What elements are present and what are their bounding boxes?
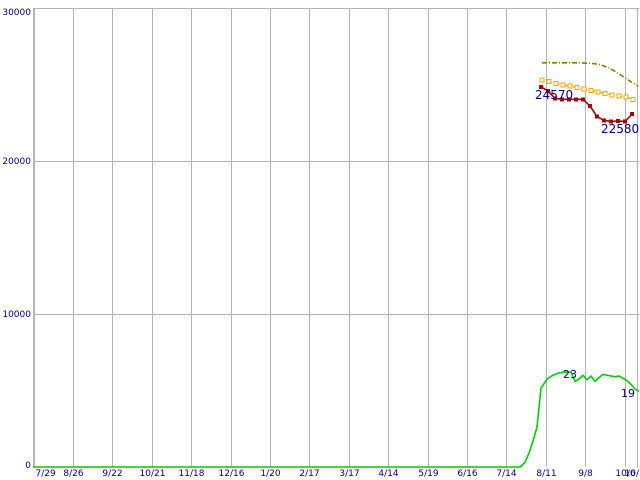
data-point-marker <box>553 80 559 86</box>
data-point-marker <box>560 82 566 88</box>
x-tick-label: 6/16 <box>457 469 477 479</box>
x-tick-label: 7/29 <box>36 469 56 479</box>
series-olive <box>542 62 639 87</box>
x-tick-label: 9/8 <box>578 469 593 479</box>
data-point-marker <box>616 118 620 123</box>
x-tick-label: 11/18 <box>179 469 205 479</box>
data-point-marker <box>602 90 608 96</box>
data-point-marker <box>609 92 615 98</box>
data-point-marker <box>588 87 594 93</box>
data-point-marker <box>616 93 622 99</box>
x-tick-label: 7/14 <box>496 469 516 479</box>
x-tick-label: 4/14 <box>378 469 398 479</box>
x-tick-label: 12/16 <box>219 469 245 479</box>
series-green <box>33 371 640 468</box>
value-annotation: 23 <box>563 368 577 381</box>
data-point-marker <box>546 78 552 84</box>
data-point-marker <box>581 86 587 92</box>
y-tick-label: 10000 <box>2 310 31 320</box>
value-annotation: 24570 <box>535 88 573 102</box>
data-point-marker <box>588 103 592 108</box>
x-tick-label: 5/19 <box>418 469 438 479</box>
x-axis-tick-labels: 7/29 8/26 9/22 10/21 11/18 12/16 1/20 2/17 3/17 4… <box>36 469 640 479</box>
series-line-green <box>33 371 640 468</box>
data-point-marker <box>567 97 571 102</box>
series-line-olive <box>542 62 639 87</box>
x-tick-label: 10/13 <box>625 469 640 479</box>
x-tick-label: 2/17 <box>299 469 319 479</box>
data-point-marker <box>539 84 543 89</box>
data-point-marker <box>595 89 601 95</box>
data-series-layer <box>33 62 640 468</box>
y-tick-label: 30000 <box>2 8 31 18</box>
data-point-marker <box>630 112 634 117</box>
value-annotation: 22580 <box>601 122 639 136</box>
y-tick-label: 20000 <box>2 157 31 167</box>
series-orange <box>539 77 636 102</box>
x-tick-label: 3/17 <box>339 469 359 479</box>
data-point-marker <box>623 119 627 124</box>
data-point-marker <box>546 89 550 94</box>
data-annotations: 24570 22580 23 19 <box>535 88 639 400</box>
y-tick-label: 0 <box>25 461 31 471</box>
x-tick-label: 9/22 <box>102 469 122 479</box>
x-tick-label: 8/26 <box>63 469 83 479</box>
data-point-marker <box>560 97 564 102</box>
data-point-marker <box>574 85 580 91</box>
data-point-marker <box>581 97 585 102</box>
data-point-marker <box>567 83 573 89</box>
x-tick-label: 1/20 <box>260 469 280 479</box>
y-axis-tick-labels: 30000 20000 10000 0 <box>2 8 31 471</box>
x-tick-label: 10/21 <box>140 469 166 479</box>
data-point-marker <box>602 118 606 123</box>
data-point-marker <box>595 114 599 119</box>
series-darkred <box>539 84 634 124</box>
x-tick-label: 10/6 <box>615 469 635 479</box>
data-point-marker <box>630 96 636 102</box>
data-point-marker <box>574 97 578 102</box>
x-tick-label: 8/11 <box>536 469 556 479</box>
data-point-marker <box>623 94 629 100</box>
value-annotation: 19 <box>621 387 635 400</box>
vertical-gridlines <box>34 8 638 467</box>
data-point-marker <box>539 77 545 83</box>
data-point-marker <box>553 96 557 101</box>
data-point-marker <box>609 119 613 124</box>
